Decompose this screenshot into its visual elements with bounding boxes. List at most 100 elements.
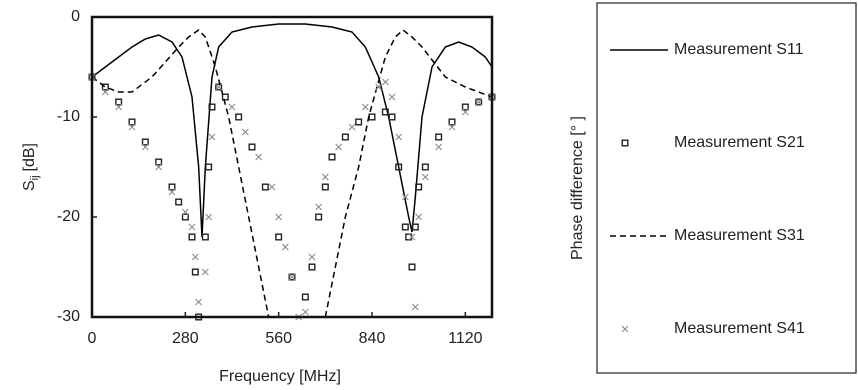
cross-marker [475, 98, 483, 106]
square-marker [315, 213, 323, 221]
legend-label: Measurement S21 [674, 134, 805, 151]
square-marker [328, 153, 336, 161]
cross-marker [308, 253, 316, 261]
legend-marker [621, 325, 629, 333]
y-tick-label: -10 [57, 108, 80, 125]
cross-marker [435, 143, 443, 151]
square-marker [101, 83, 109, 91]
cross-marker [421, 173, 429, 181]
cross-marker [301, 308, 309, 316]
cross-marker [281, 243, 289, 251]
x-tick-label: 0 [88, 330, 97, 347]
y-tick-label: -30 [57, 308, 80, 325]
square-marker [408, 263, 416, 271]
square-marker [368, 113, 376, 121]
cross-marker [335, 143, 343, 151]
cross-marker [401, 193, 409, 201]
x-tick-label: 280 [172, 330, 199, 347]
y-label-main: S [21, 180, 38, 191]
legend-label: Measurement S11 [674, 41, 804, 58]
cross-marker [168, 188, 176, 196]
square-marker [461, 103, 469, 111]
cross-marker [128, 123, 136, 131]
cross-marker [321, 173, 329, 181]
cross-marker [181, 208, 189, 216]
side-label: Phase difference [° ] [569, 116, 586, 260]
square-marker [341, 133, 349, 141]
cross-marker [188, 223, 196, 231]
square-marker [261, 183, 269, 191]
square-marker [308, 263, 316, 271]
square-marker [141, 138, 149, 146]
legend-box [596, 2, 857, 374]
square-marker [401, 223, 409, 231]
cross-marker [408, 233, 416, 241]
square-marker [388, 113, 396, 121]
cross-marker [388, 93, 396, 101]
cross-marker [288, 273, 296, 281]
cross-marker [215, 83, 223, 91]
cross-marker [141, 143, 149, 151]
cross-marker [241, 128, 249, 136]
cross-marker [348, 123, 356, 131]
cross-marker [101, 88, 109, 96]
x-tick-label: 840 [359, 330, 386, 347]
square-marker [191, 268, 199, 276]
y-label-unit: [dB] [21, 143, 38, 171]
x-tick-label: 560 [265, 330, 292, 347]
cross-marker [448, 123, 456, 131]
square-marker [168, 183, 176, 191]
square-marker [155, 158, 163, 166]
cross-marker [268, 183, 276, 191]
cross-marker [461, 108, 469, 116]
square-marker [175, 198, 183, 206]
square-marker [411, 223, 419, 231]
cross-marker [375, 83, 383, 91]
square-marker [208, 103, 216, 111]
cross-marker [208, 133, 216, 141]
cross-marker [395, 133, 403, 141]
legend-marker [621, 139, 629, 147]
square-marker [421, 163, 429, 171]
square-marker [235, 113, 243, 121]
y-label-sub: ij [29, 175, 41, 180]
square-marker [248, 143, 256, 151]
cross-marker [255, 153, 263, 161]
square-marker [288, 273, 296, 281]
cross-marker [195, 298, 203, 306]
x-tick-label: 1120 [448, 330, 483, 347]
square-marker [181, 213, 189, 221]
cross-marker [411, 303, 419, 311]
square-marker [381, 108, 389, 116]
square-marker [415, 183, 423, 191]
square-marker [301, 293, 309, 301]
cross-marker [228, 103, 236, 111]
square-marker [201, 233, 209, 241]
plot-frame [90, 15, 494, 319]
square-marker [115, 98, 123, 106]
cross-marker [205, 213, 213, 221]
y-tick-label: 0 [71, 8, 80, 25]
x-axis-label: Frequency [MHz] [219, 368, 341, 385]
square-marker [355, 118, 363, 126]
cross-marker [115, 103, 123, 111]
square-marker [275, 233, 283, 241]
square-marker [128, 118, 136, 126]
cross-marker [155, 163, 163, 171]
legend-label: Measurement S41 [674, 320, 805, 337]
cross-marker [361, 103, 369, 111]
cross-marker [191, 253, 199, 261]
cross-marker [315, 203, 323, 211]
cross-marker [201, 268, 209, 276]
cross-marker [275, 213, 283, 221]
series-line [92, 23, 492, 238]
y-axis-label: Sij [dB] [21, 143, 41, 191]
cross-marker [415, 213, 423, 221]
square-marker [188, 233, 196, 241]
square-marker [395, 163, 403, 171]
y-tick-label: -20 [57, 208, 80, 225]
square-marker [205, 163, 213, 171]
cross-marker [381, 78, 389, 86]
square-marker [221, 93, 229, 101]
